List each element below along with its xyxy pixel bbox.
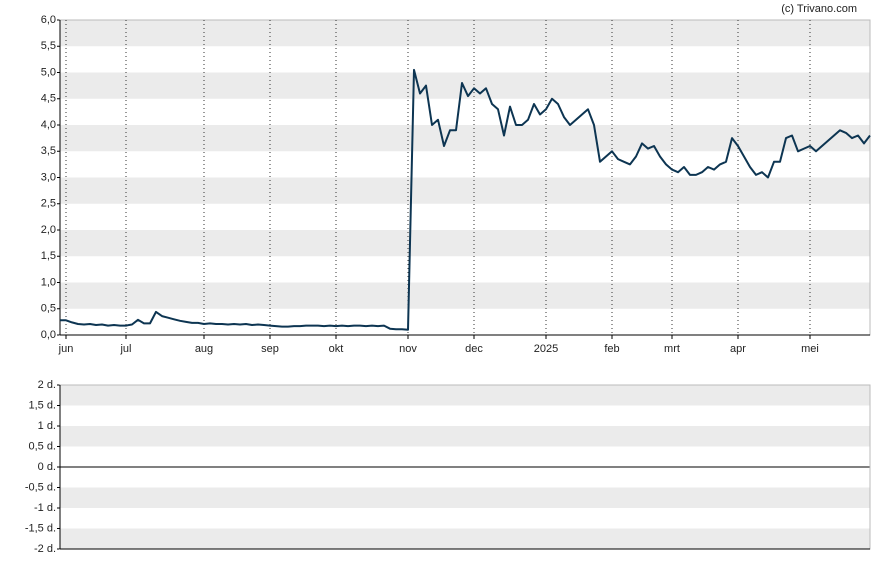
y-tick-label: 6,0 xyxy=(41,14,56,26)
grid-band xyxy=(60,487,870,508)
y-tick-label: 0 d. xyxy=(38,461,56,473)
x-tick-label: mei xyxy=(801,343,819,355)
y-tick-label: -1,5 d. xyxy=(25,522,56,534)
y-tick-label: 1,0 xyxy=(41,276,56,288)
x-tick-label: sep xyxy=(261,343,279,355)
y-tick-label: 2,5 xyxy=(41,198,56,210)
x-tick-label: nov xyxy=(399,343,417,355)
y-tick-label: 3,0 xyxy=(41,171,56,183)
y-tick-label: 4,0 xyxy=(41,119,56,131)
y-tick-label: 2,0 xyxy=(41,224,56,236)
y-tick-label: -0,5 d. xyxy=(25,481,56,493)
x-tick-label: jul xyxy=(119,343,131,355)
y-tick-label: 3,5 xyxy=(41,145,56,157)
y-tick-label: 0,0 xyxy=(41,329,56,341)
x-tick-label: mrt xyxy=(664,343,680,355)
x-tick-label: apr xyxy=(730,343,746,355)
grid-band xyxy=(60,230,870,257)
grid-band xyxy=(60,20,870,47)
x-tick-label: aug xyxy=(195,343,213,355)
y-tick-label: 0,5 xyxy=(41,303,56,315)
grid-band xyxy=(60,426,870,447)
y-tick-label: -1 d. xyxy=(34,502,56,514)
x-tick-label: 2025 xyxy=(534,343,558,355)
grid-band xyxy=(60,72,870,99)
y-tick-label: 0,5 d. xyxy=(28,440,56,452)
y-tick-label: 5,0 xyxy=(41,66,56,78)
y-tick-label: 4,5 xyxy=(41,93,56,105)
grid-band xyxy=(60,385,870,406)
price-line xyxy=(60,68,871,331)
y-tick-label: 1,5 xyxy=(41,250,56,262)
y-tick-label: 5,5 xyxy=(41,40,56,52)
x-tick-label: feb xyxy=(604,343,619,355)
y-tick-label: 1 d. xyxy=(38,420,56,432)
y-tick-label: -2 d. xyxy=(34,543,56,555)
watermark: (c) Trivano.com xyxy=(781,3,857,15)
y-tick-label: 1,5 d. xyxy=(28,399,56,411)
grid-band xyxy=(60,528,870,549)
x-tick-label: okt xyxy=(329,343,344,355)
grid-band xyxy=(60,125,870,152)
grid-band xyxy=(60,282,870,309)
x-tick-label: dec xyxy=(465,343,483,355)
x-tick-label: jun xyxy=(58,343,74,355)
grid-band xyxy=(60,177,870,204)
y-tick-label: 2 d. xyxy=(38,379,56,391)
